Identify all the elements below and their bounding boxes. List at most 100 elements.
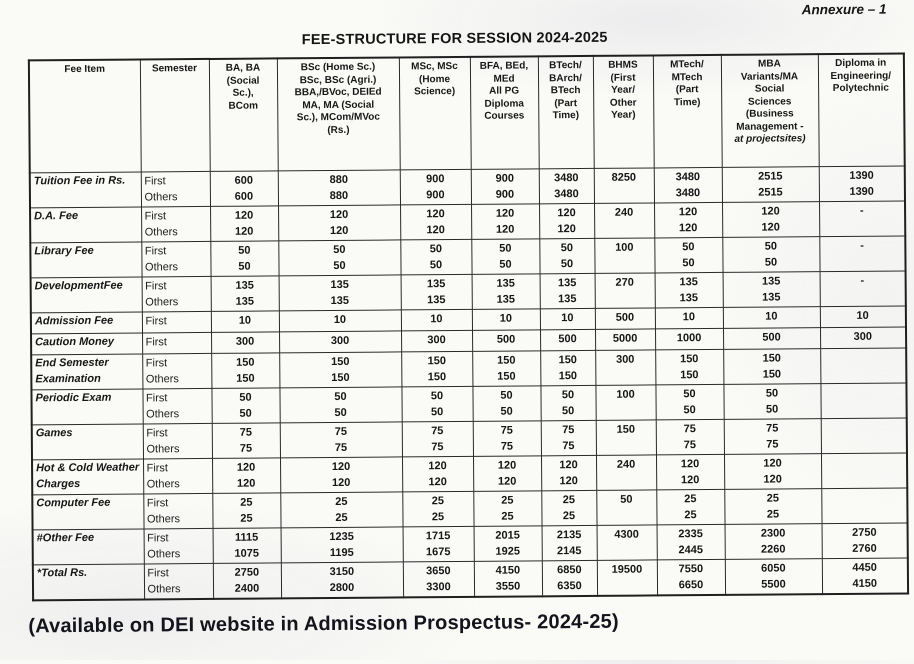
header-cell: MTech/ MTech (Part Time) — [652, 54, 722, 168]
fee-item-cell: Periodic Exam — [31, 388, 143, 425]
value-cell: 25 25 — [541, 490, 597, 526]
value-cell — [820, 382, 907, 419]
value-cell — [821, 487, 908, 524]
value-cell: 135 135 — [654, 272, 723, 308]
value-cell: 135 135 — [539, 273, 595, 309]
value-cell: 150 150 — [655, 349, 724, 385]
fee-item-cell: Hot & Cold Weather Charges — [32, 458, 144, 495]
value-cell: 25 25 — [402, 491, 474, 527]
value-cell: 19500 — [596, 559, 658, 596]
value-cell: 500 — [722, 327, 821, 350]
value-cell: 75 75 — [472, 420, 541, 457]
value-cell: 900 900 — [399, 169, 472, 205]
value-cell: 900 900 — [470, 168, 540, 205]
value-cell: 135 135 — [722, 271, 820, 308]
value-cell: 50 50 — [540, 385, 596, 421]
value-cell: 75 75 — [279, 421, 402, 458]
header-cell: MBA Variants/MA Social Sciences (Busines… — [720, 54, 819, 168]
value-cell: 150 150 — [279, 351, 402, 388]
value-cell: 150 150 — [723, 348, 821, 385]
fee-item-cell: End Semester Examination — [31, 353, 143, 390]
value-cell: 50 50 — [471, 238, 540, 275]
value-cell: 75 75 — [655, 419, 724, 455]
value-cell: 25 25 — [656, 489, 725, 525]
header-cell: Diploma in Engineering/ Polytechnic — [817, 53, 905, 167]
semester-cell: First Others — [143, 528, 213, 564]
value-cell: 2750 2760 — [821, 522, 908, 559]
semester-cell: First — [141, 311, 212, 333]
header-cell: BFA, BEd, MEd All PG Diploma Courses — [469, 56, 539, 170]
fee-item-cell: Admission Fee — [30, 311, 143, 334]
fee-item-cell: Library Fee — [30, 241, 142, 278]
value-cell: 1715 1675 — [402, 526, 474, 562]
value-cell — [820, 347, 907, 384]
semester-cell: First Others — [141, 241, 211, 277]
value-cell: 10 — [539, 308, 595, 330]
value-cell: 4450 4150 — [821, 557, 909, 594]
value-cell: 120 120 — [722, 201, 820, 238]
fee-item-cell: #Other Fee — [32, 528, 144, 565]
value-cell: 135 135 — [400, 274, 472, 310]
value-cell: 240 — [595, 454, 657, 491]
value-cell: 3650 3300 — [402, 561, 475, 597]
value-cell: 120 120 — [278, 204, 401, 241]
value-cell: 120 120 — [654, 202, 723, 238]
fee-item-cell: Tuition Fee in Rs. — [29, 171, 142, 208]
value-cell: 270 — [594, 272, 655, 309]
value-cell: 2300 2260 — [724, 523, 822, 560]
value-cell: 50 50 — [472, 385, 541, 422]
header-cell: BTech/ BArch/ BTech (Part Time) — [537, 55, 594, 169]
value-cell: 50 50 — [401, 386, 473, 422]
value-cell: 50 50 — [279, 386, 402, 423]
value-cell: 120 120 — [540, 455, 597, 491]
value-cell: 75 75 — [723, 418, 821, 455]
fee-item-cell: Games — [31, 423, 144, 460]
value-cell: 50 50 — [654, 237, 723, 273]
value-cell: 150 150 — [472, 350, 541, 387]
value-cell: 3150 2800 — [280, 561, 404, 598]
value-cell: 25 25 — [724, 488, 822, 525]
value-cell: 2750 2400 — [212, 562, 282, 599]
fee-item-cell: Computer Fee — [32, 493, 144, 530]
value-cell: 8250 — [593, 167, 655, 204]
value-cell — [820, 417, 907, 454]
value-cell: 120 120 — [212, 457, 281, 494]
semester-cell: First Others — [141, 206, 211, 242]
footnote: (Available on DEI website in Admission P… — [28, 610, 619, 638]
header-cell: Semester — [139, 58, 210, 172]
semester-cell: First Others — [143, 493, 213, 529]
value-cell: 50 50 — [210, 240, 279, 277]
value-cell: 1115 1075 — [212, 527, 281, 564]
value-cell: 100 — [595, 384, 656, 421]
header-cell: BA, BA (Social Sc.), BCom — [208, 58, 278, 172]
value-cell: - — [819, 200, 906, 237]
value-cell: 120 120 — [400, 204, 472, 240]
value-cell: 120 120 — [539, 203, 595, 239]
semester-cell: First Others — [143, 458, 213, 494]
value-cell: 240 — [594, 202, 655, 239]
value-cell: 150 — [595, 419, 656, 456]
fee-row: *Total Rs. First Others 2750 2400 3150 2800 365… — [32, 557, 909, 600]
value-cell: 10 — [210, 310, 280, 333]
value-cell: 120 120 — [210, 205, 279, 242]
value-cell: 10 — [819, 305, 906, 328]
page-title: FEE-STRUCTURE FOR SESSION 2024-2025 — [301, 29, 608, 49]
value-cell — [820, 452, 908, 489]
value-cell: 2515 2515 — [721, 166, 820, 203]
fee-item-cell: D.A. Fee — [30, 206, 142, 243]
semester-cell: First — [142, 332, 212, 354]
value-cell: 25 25 — [212, 492, 281, 529]
header-cell: Fee Item — [28, 59, 141, 173]
value-cell: 4300 — [596, 524, 657, 561]
fee-table: Fee Item Semester BA, BA (Social Sc.), BCo… — [27, 52, 910, 601]
fee-item-cell: DevelopmentFee — [30, 276, 142, 313]
value-cell: 150 150 — [540, 350, 596, 386]
value-cell: 120 120 — [723, 453, 822, 490]
value-cell: 50 50 — [400, 239, 472, 275]
value-cell: 25 25 — [473, 490, 542, 527]
value-cell: 135 135 — [278, 274, 401, 311]
fee-item-cell: *Total Rs. — [32, 563, 145, 600]
value-cell: 2135 2145 — [541, 525, 597, 561]
value-cell: 75 75 — [211, 422, 280, 459]
value-cell: 50 50 — [211, 387, 280, 424]
